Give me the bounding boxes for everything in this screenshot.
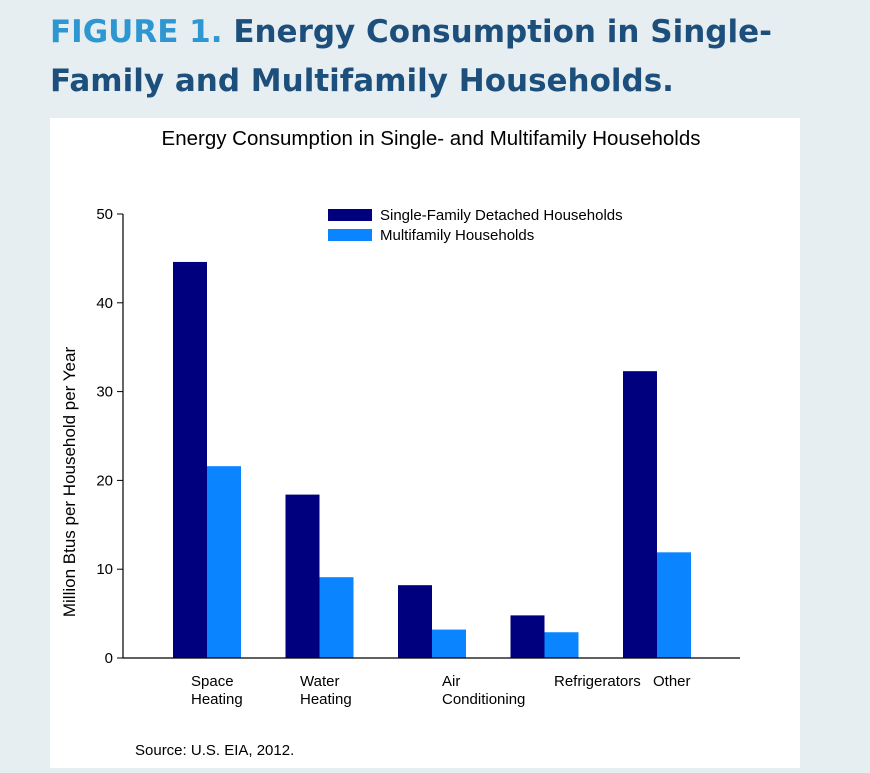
x-tick-label: Air Conditioning xyxy=(442,673,525,708)
x-tick-label: Refrigerators xyxy=(554,673,641,690)
x-tick-label: Water Heating xyxy=(300,673,352,708)
figure-number: FIGURE 1. xyxy=(50,14,223,50)
bars-group xyxy=(173,261,691,658)
source-note: Source: U.S. EIA, 2012. xyxy=(135,742,295,759)
x-tick-label: Space Heating xyxy=(191,673,243,708)
y-tick-label: 0 xyxy=(105,650,113,667)
y-axis-label: Million Btus per Household per Year xyxy=(60,347,79,618)
x-tick-label: Other xyxy=(653,673,691,690)
bar-multifamily-households-1 xyxy=(319,577,354,658)
y-tick-label: 10 xyxy=(96,561,113,578)
legend-label-multifamily-households: Multifamily Households xyxy=(380,227,534,244)
chart-legend: Single-Family Detached Households Multifa… xyxy=(328,207,623,244)
bar-chart: Energy Consumption in Single- and Multif… xyxy=(60,127,740,708)
bar-single-family-detached-households-4 xyxy=(623,371,657,658)
bar-multifamily-households-2 xyxy=(432,629,466,658)
legend-label-single-family-detached-households: Single-Family Detached Households xyxy=(380,207,623,224)
y-tick-label: 50 xyxy=(96,206,113,223)
bar-single-family-detached-households-2 xyxy=(398,585,432,658)
bar-single-family-detached-households-1 xyxy=(285,494,320,658)
figure-title: Energy Consumption in Single-Family and … xyxy=(50,14,773,99)
chart-panel: Energy Consumption in Single- and Multif… xyxy=(50,118,800,768)
figure-heading: FIGURE 1. Energy Consumption in Single-F… xyxy=(50,8,850,106)
y-tick-label: 40 xyxy=(96,295,113,312)
bar-multifamily-households-0 xyxy=(207,466,241,658)
axes-group: 0 10 20 30 40 50 Space Heating Water Heating Air Co… xyxy=(96,206,740,708)
y-tick-label: 20 xyxy=(96,472,113,489)
bar-multifamily-households-4 xyxy=(657,552,691,658)
y-tick-label: 30 xyxy=(96,384,113,401)
legend-swatch-single-family-detached-households xyxy=(328,209,372,221)
chart-title: Energy Consumption in Single- and Multif… xyxy=(162,127,701,150)
bar-single-family-detached-households-3 xyxy=(510,615,545,658)
bar-single-family-detached-households-0 xyxy=(173,261,207,658)
bar-multifamily-households-3 xyxy=(544,632,579,658)
legend-swatch-multifamily-households xyxy=(328,229,372,241)
